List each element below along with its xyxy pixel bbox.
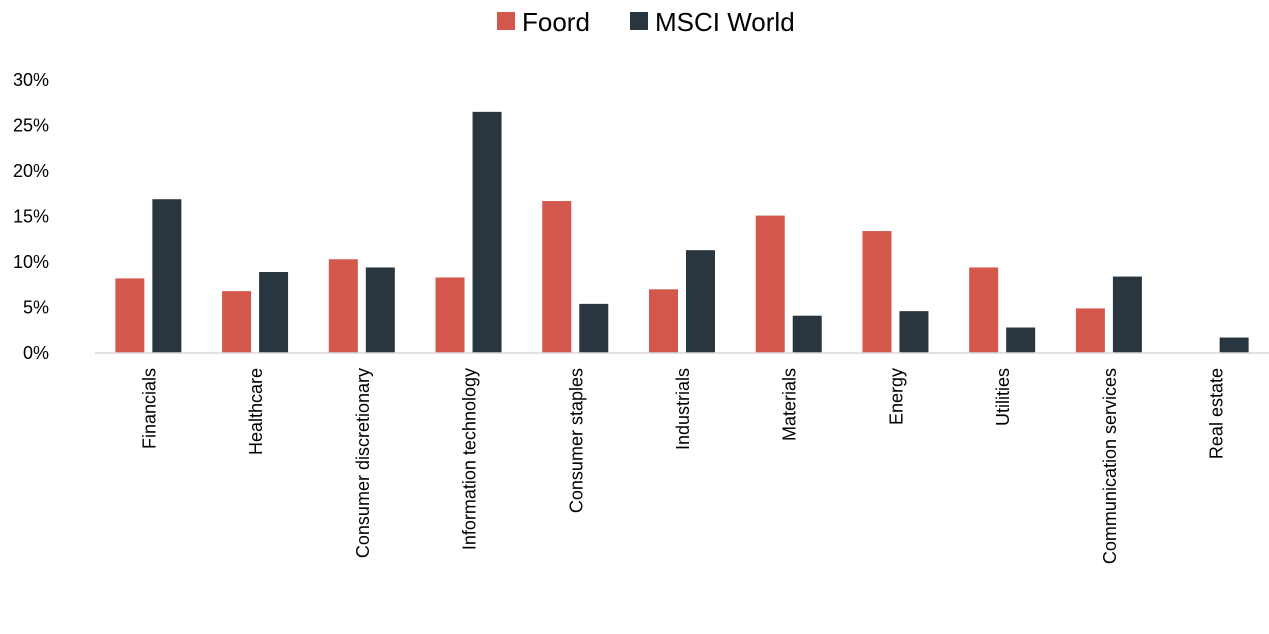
bar-foord-energy (862, 231, 892, 353)
bars (115, 111, 1249, 353)
bar-foord-industrials (649, 289, 678, 353)
x-tick-label: Communication services (1100, 368, 1120, 564)
bar-msci-world-industrials (686, 250, 715, 353)
bar-msci-world-healthcare (259, 272, 289, 353)
x-axis-tick-labels: Financials Healthcare Consumer discretiona… (139, 368, 1226, 564)
bar-msci-world-consumer-discretionary (365, 267, 395, 353)
bar-foord-information-technology (435, 277, 465, 353)
bar-foord-communication-services (1075, 308, 1105, 353)
bar-msci-world-real-estate (1219, 337, 1249, 353)
bar-foord-consumer-discretionary (328, 259, 358, 353)
bar-msci-world-communication-services (1112, 276, 1142, 353)
bar-foord-financials (115, 278, 145, 353)
y-tick-label: 5% (23, 298, 49, 318)
bar-foord-healthcare (222, 291, 252, 353)
y-tick-label: 20% (13, 161, 49, 181)
x-tick-label: Consumer staples (566, 368, 586, 513)
x-tick-label: Consumer discretionary (353, 368, 373, 558)
legend-swatch-foord (497, 12, 515, 30)
bar-msci-world-energy (899, 311, 929, 353)
x-tick-label: Information technology (460, 368, 480, 550)
legend-swatch-msci-world (630, 12, 648, 30)
bar-foord-consumer-staples (542, 201, 572, 353)
bar-msci-world-consumer-staples (579, 303, 609, 353)
legend-label-foord: Foord (522, 7, 590, 37)
legend-label-msci-world: MSCI World (655, 7, 795, 37)
x-tick-label: Industrials (673, 368, 693, 450)
y-tick-label: 10% (13, 252, 49, 272)
y-tick-label: 25% (13, 116, 49, 136)
bar-msci-world-information-technology (472, 111, 502, 353)
bar-msci-world-utilities (1006, 327, 1036, 353)
bar-foord-materials (755, 215, 785, 353)
x-tick-label: Energy (886, 368, 906, 425)
bar-msci-world-materials (792, 315, 822, 353)
x-tick-label: Real estate (1207, 368, 1227, 459)
y-tick-label: 30% (13, 70, 49, 90)
x-tick-label: Utilities (993, 368, 1013, 426)
y-tick-label: 15% (13, 207, 49, 227)
legend: Foord MSCI World (497, 7, 795, 37)
y-axis-tick-labels: 0% 5% 10% 15% 20% 25% 30% (13, 70, 49, 363)
bar-foord-utilities (969, 267, 999, 353)
x-tick-label: Materials (780, 368, 800, 441)
bar-msci-world-financials (152, 199, 182, 353)
y-tick-label: 0% (23, 343, 49, 363)
x-tick-label: Financials (139, 368, 159, 449)
x-tick-label: Healthcare (246, 368, 266, 455)
